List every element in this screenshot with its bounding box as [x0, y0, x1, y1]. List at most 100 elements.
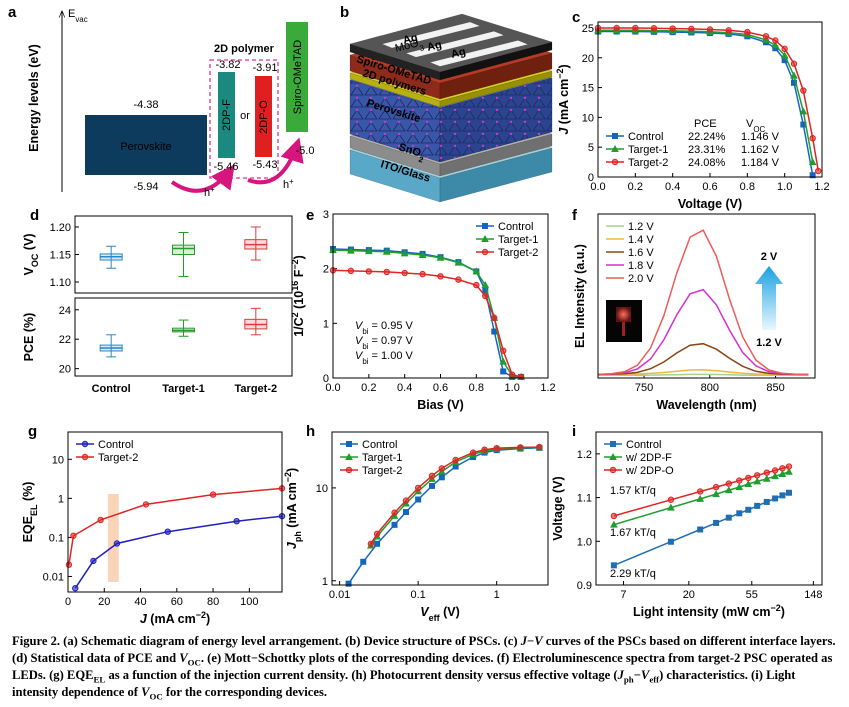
legend-label: 2.0 V [628, 273, 654, 285]
text-run: (mA cm [557, 79, 571, 128]
x-tick-label: 20 [683, 589, 695, 601]
text-run: bi [362, 342, 368, 351]
text-run: . (e) Mott−Schottky plots of the corresp… [12, 651, 833, 682]
legend-value: 1.162 V [741, 144, 780, 156]
text-run: ) [206, 612, 210, 626]
ag-electrode [381, 21, 481, 49]
text-run: V [640, 668, 650, 682]
annotation: Vbi = 1.00 V [355, 350, 414, 366]
level-value: -5.0 [296, 145, 315, 157]
x-tick-label: 1 [494, 589, 500, 601]
legend-label: w/ 2DP-O [625, 465, 674, 477]
led-lead [622, 322, 625, 336]
y-tick-label: 1.20 [50, 222, 71, 234]
text-run: Figure 2. (a) Schematic diagram of energ… [12, 634, 521, 648]
text-run: as a function of the injection current d… [105, 668, 618, 682]
marker [771, 467, 779, 474]
marker [815, 167, 822, 175]
layer-side [439, 147, 553, 203]
legend-label: Control [628, 131, 663, 143]
text-run: MoO [394, 37, 420, 55]
spiro-level [286, 22, 308, 132]
marker [753, 472, 761, 479]
series-line [597, 342, 809, 376]
hole-label: h+ [283, 177, 294, 192]
marker [724, 486, 733, 494]
y-tick-label: 10 [582, 112, 594, 124]
y-tick-label: 1.2 [577, 449, 592, 461]
layer-side [439, 41, 553, 81]
y-tick-label: 0 [588, 172, 594, 184]
x-tick-label: 55 [746, 589, 758, 601]
y-tick-label: 1.1 [577, 493, 592, 505]
marker [360, 558, 367, 565]
arrow-label: 2 V [761, 251, 778, 263]
x-tick-label: 850 [766, 382, 784, 394]
marker [455, 276, 462, 283]
legend-value: 22.24% [688, 131, 726, 143]
marker [809, 135, 816, 142]
text-run: E [68, 8, 75, 20]
marker [696, 488, 704, 495]
text-run: −2 [196, 610, 206, 620]
y-tick-label: 3 [323, 209, 329, 221]
marker [650, 25, 658, 32]
series-line [598, 373, 809, 377]
box [172, 244, 195, 255]
legend-value: 1.184 V [741, 157, 780, 169]
legend-label: 1.6 V [628, 247, 654, 259]
category-label: Control [92, 383, 131, 395]
marker [744, 479, 753, 488]
y-tick-label: 24 [59, 305, 71, 317]
plot-frame [74, 215, 293, 294]
y-tick-label: 20 [59, 364, 71, 376]
ag-electrode [429, 40, 529, 67]
marker [799, 107, 808, 115]
x-tick-label: 148 [804, 589, 822, 601]
marker [97, 516, 104, 524]
text-run: + [289, 177, 294, 186]
text-run: (V) [22, 234, 36, 254]
text-run: V [355, 320, 364, 332]
marker [610, 441, 616, 447]
text-run: EL [93, 674, 106, 685]
x-tick-label: 0 [65, 596, 71, 608]
marker [780, 51, 789, 59]
arrow-label: 1.2 V [756, 337, 782, 349]
plot-frame [597, 21, 823, 178]
marker [472, 267, 481, 275]
caption: Figure 2. (a) Schematic diagram of energ… [12, 633, 838, 701]
text-run: (10 [292, 291, 306, 313]
text-run: (mA cm [285, 482, 299, 531]
x-tick-label: 0.6 [702, 181, 717, 193]
marker [763, 498, 770, 505]
marker [712, 490, 720, 498]
marker [800, 87, 807, 94]
text-run: − [633, 668, 641, 682]
marker [374, 540, 381, 547]
marker [771, 41, 780, 49]
panel-label: c [572, 9, 580, 26]
marker [745, 506, 752, 513]
marker [762, 33, 770, 40]
marker [610, 512, 618, 520]
x-tick-label: 0.01 [329, 589, 350, 601]
marker [667, 538, 674, 545]
text-run: 1/C [292, 317, 306, 336]
text-run: 2 [418, 154, 425, 164]
or-text: or [240, 110, 250, 122]
marker [736, 510, 743, 517]
legend-label: 1.4 V [628, 234, 654, 246]
legend-label: Target-1 [628, 144, 668, 156]
text-run: V [179, 651, 188, 665]
text-run: ph [623, 674, 634, 685]
marker [142, 501, 150, 508]
text-run: OC [149, 691, 163, 702]
text-run: OC [187, 657, 201, 668]
marker [90, 557, 97, 565]
legend-label: Control [362, 439, 397, 451]
marker [437, 273, 444, 280]
panel-label: i [572, 423, 576, 440]
marker [745, 474, 752, 482]
text-run: = 0.95 V [369, 320, 414, 332]
